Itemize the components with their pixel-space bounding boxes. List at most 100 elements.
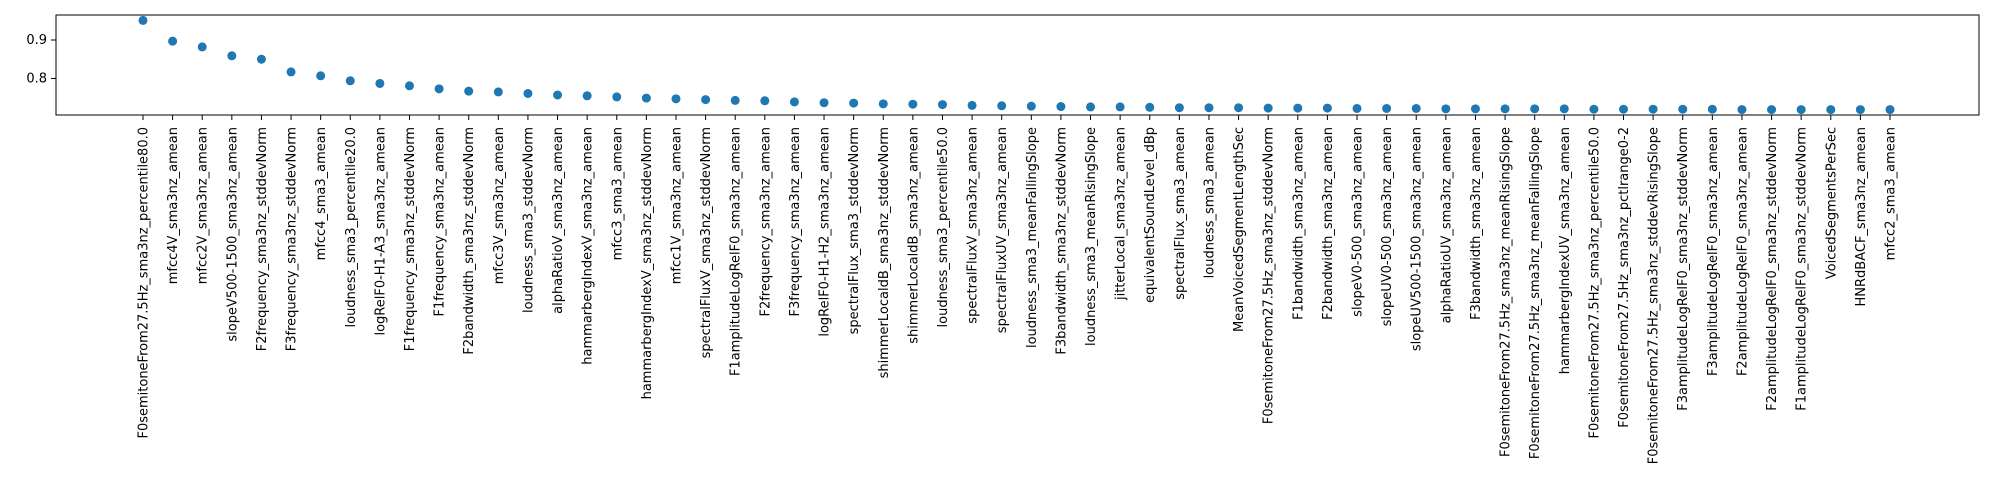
data-point [1796, 105, 1806, 115]
data-point [1352, 103, 1362, 113]
x-tick-label: F3bandwidth_sma3nz_amean [1469, 127, 1484, 320]
x-tick-label: F0semitoneFrom27.5Hz_sma3nz_percentile50… [1587, 127, 1602, 439]
data-point [789, 97, 799, 107]
data-point [138, 15, 148, 25]
x-tick-label: MeanVoicedSegmentLengthSec [1232, 127, 1247, 332]
x-tick-label: mfcc1V_sma3nz_amean [669, 127, 684, 284]
x-tick-label: F2frequency_sma3nz_stddevNorm [255, 127, 270, 351]
data-point [1707, 104, 1717, 114]
x-tick-label: mfcc4V_sma3nz_amean [166, 127, 181, 284]
x-tick-label: mfcc4_sma3_amean [314, 127, 329, 260]
x-tick-label: spectralFluxV_sma3nz_amean [966, 127, 981, 324]
x-tick-label: spectralFluxV_sma3nz_stddevNorm [699, 127, 714, 358]
x-tick-label: jitterLocal_sma3nz_amean [1114, 127, 1129, 301]
data-point [345, 76, 355, 86]
y-tick-label: 0.9 [26, 33, 47, 48]
data-point [1678, 104, 1688, 114]
x-tick-label: F1frequency_sma3nz_stddevNorm [403, 127, 418, 351]
data-point [1441, 104, 1451, 114]
data-point [1411, 103, 1421, 113]
x-tick-label: loudness_sma3_amean [1202, 127, 1217, 278]
data-point [1263, 103, 1273, 113]
x-tick-label: F2frequency_sma3nz_amean [758, 127, 773, 317]
data-point [316, 71, 326, 81]
data-point [375, 78, 385, 88]
x-tick-label: loudness_sma3_stddevNorm [521, 127, 536, 313]
data-point [197, 42, 207, 52]
x-tick-label: shimmerLocaldB_sma3nz_stddevNorm [877, 127, 892, 378]
data-point [967, 100, 977, 110]
x-tick-label: F2bandwidth_sma3nz_stddevNorm [462, 127, 477, 355]
x-tick-label: hammarbergIndexV_sma3nz_amean [581, 127, 596, 365]
data-point [612, 92, 622, 102]
data-point [1174, 103, 1184, 113]
data-point [671, 94, 681, 104]
x-tick-label: alphaRatioV_sma3nz_amean [551, 127, 566, 314]
data-point [1293, 103, 1303, 113]
data-point [1589, 104, 1599, 114]
x-tick-label: VoicedSegmentsPerSec [1824, 127, 1839, 279]
data-point [1322, 103, 1332, 113]
x-tick-label: F3amplitudeLogRelF0_sma3nz_stddevNorm [1676, 127, 1691, 411]
x-tick-label: alphaRatioUV_sma3nz_amean [1439, 127, 1454, 323]
x-tick-label: mfcc2_sma3_amean [1884, 127, 1899, 260]
plot-area-frame [55, 14, 1980, 116]
x-tick-label: slopeV500-1500_sma3nz_amean [225, 127, 240, 342]
data-point [819, 98, 829, 108]
data-point [1056, 102, 1066, 112]
x-tick-label: F1frequency_sma3nz_amean [433, 127, 448, 317]
data-point [1855, 105, 1865, 115]
data-point [1559, 104, 1569, 114]
data-point [641, 93, 651, 103]
x-axis: F0semitoneFrom27.5Hz_sma3nz_percentile80… [137, 115, 1899, 464]
x-tick-label: spectralFlux_sma3_stddevNorm [847, 127, 862, 334]
data-point [1619, 104, 1629, 114]
y-tick-label: 0.8 [26, 71, 47, 86]
x-tick-label: loudness_sma3_percentile20.0 [344, 127, 359, 327]
data-point [1204, 103, 1214, 113]
x-tick-label: logRelF0-H1-H2_sma3nz_amean [818, 127, 833, 337]
data-point [1648, 104, 1658, 114]
data-point [1470, 104, 1480, 114]
data-point [404, 81, 414, 91]
x-tick-label: slopeUV500-1500_sma3nz_amean [1410, 127, 1425, 351]
data-point [256, 54, 266, 64]
x-tick-label: F3frequency_sma3nz_amean [788, 127, 803, 317]
data-point [1234, 103, 1244, 113]
data-point [493, 87, 503, 97]
data-point [582, 91, 592, 101]
x-tick-label: loudness_sma3_meanFallingSlope [1025, 127, 1040, 348]
x-tick-label: F0semitoneFrom27.5Hz_sma3nz_pctlrange0-2 [1617, 127, 1632, 428]
data-point [286, 67, 296, 77]
x-tick-label: F1amplitudeLogRelF0_sma3nz_amean [729, 127, 744, 376]
data-point [937, 100, 947, 110]
data-point [1826, 105, 1836, 115]
data-point [227, 51, 237, 61]
x-tick-label: loudness_sma3_meanRisingSlope [1084, 127, 1099, 346]
x-tick-label: equivalentSoundLevel_dBp [1143, 127, 1158, 303]
data-point [464, 86, 474, 96]
x-tick-label: shimmerLocaldB_sma3nz_amean [906, 127, 921, 344]
data-point [730, 95, 740, 105]
x-tick-label: F0semitoneFrom27.5Hz_sma3nz_meanRisingSl… [1499, 127, 1514, 457]
x-tick-label: F0semitoneFrom27.5Hz_sma3nz_stddevNorm [1262, 127, 1277, 424]
data-point [760, 96, 770, 106]
data-point [1500, 104, 1510, 114]
data-point [1530, 104, 1540, 114]
x-tick-label: F1bandwidth_sma3nz_amean [1291, 127, 1306, 320]
x-tick-label: F0semitoneFrom27.5Hz_sma3nz_percentile80… [137, 127, 152, 439]
data-point [1145, 102, 1155, 112]
x-tick-label: HNRdBACF_sma3nz_amean [1854, 127, 1869, 307]
data-point [523, 88, 533, 98]
data-point [553, 90, 563, 100]
data-point [1382, 103, 1392, 113]
x-tick-label: F3bandwidth_sma3nz_stddevNorm [1054, 127, 1069, 355]
data-point [1086, 102, 1096, 112]
x-tick-label: F3frequency_sma3nz_stddevNorm [285, 127, 300, 351]
data-point [1767, 105, 1777, 115]
data-point [434, 84, 444, 94]
x-tick-label: loudness_sma3_percentile50.0 [936, 127, 951, 327]
x-tick-label: spectralFlux_sma3_amean [1173, 127, 1188, 300]
x-tick-label: F2bandwidth_sma3nz_amean [1321, 127, 1336, 320]
